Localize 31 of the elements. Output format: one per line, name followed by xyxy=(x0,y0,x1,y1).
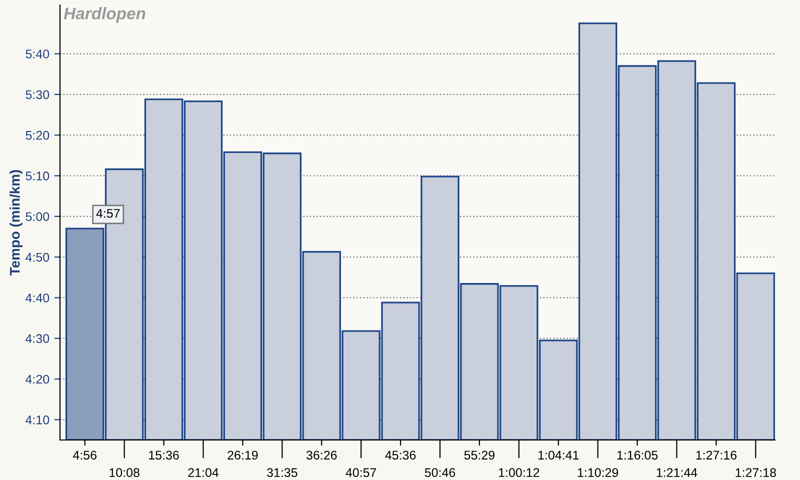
y-tick-label: 5:30 xyxy=(26,90,50,100)
x-tick-label: 21:04 xyxy=(188,468,219,477)
y-tick-label: 5:40 xyxy=(26,50,50,58)
x-tick-label: 36:26 xyxy=(306,450,337,460)
x-tick-label: 55:29 xyxy=(464,450,494,460)
x-tick-label: 4:56 xyxy=(72,450,96,460)
y-tick-label: 4:30 xyxy=(26,334,50,344)
chart-title: Hardlopen xyxy=(64,7,146,23)
y-tick-label: 5:20 xyxy=(26,130,50,140)
x-tick-label: 1:16:05 xyxy=(617,450,658,460)
y-axis-title: Tempo (min/km) xyxy=(10,170,22,276)
x-tick-label: 1:27:18 xyxy=(736,468,776,477)
y-tick-label: 4:20 xyxy=(26,374,50,384)
y-tick-label: 4:50 xyxy=(26,252,50,262)
x-tick-label: 1:27:16 xyxy=(696,450,737,460)
x-tick-label: 50:46 xyxy=(424,468,456,477)
y-tick-label: 4:40 xyxy=(26,294,50,302)
y-tick-label: 5:00 xyxy=(26,212,50,222)
x-tick-label: 1:00:12 xyxy=(499,468,540,477)
annotation: 4:57 xyxy=(96,209,120,218)
x-tick-label: 31:35 xyxy=(266,468,298,477)
x-tick-label: 40:57 xyxy=(346,468,376,477)
x-tick-label: 1:04:41 xyxy=(538,450,579,460)
x-tick-label: 45:36 xyxy=(385,450,416,460)
x-tick-label: 1:10:29 xyxy=(578,468,618,477)
x-tick-label: 10:08 xyxy=(110,468,140,477)
x-tick-label: 1:21:44 xyxy=(656,468,698,477)
y-tick-label: 4:10 xyxy=(26,415,50,424)
x-tick-label: 26:19 xyxy=(228,450,258,460)
x-tick-label: 15:36 xyxy=(149,450,179,460)
y-tick-label: 5:10 xyxy=(26,172,50,180)
